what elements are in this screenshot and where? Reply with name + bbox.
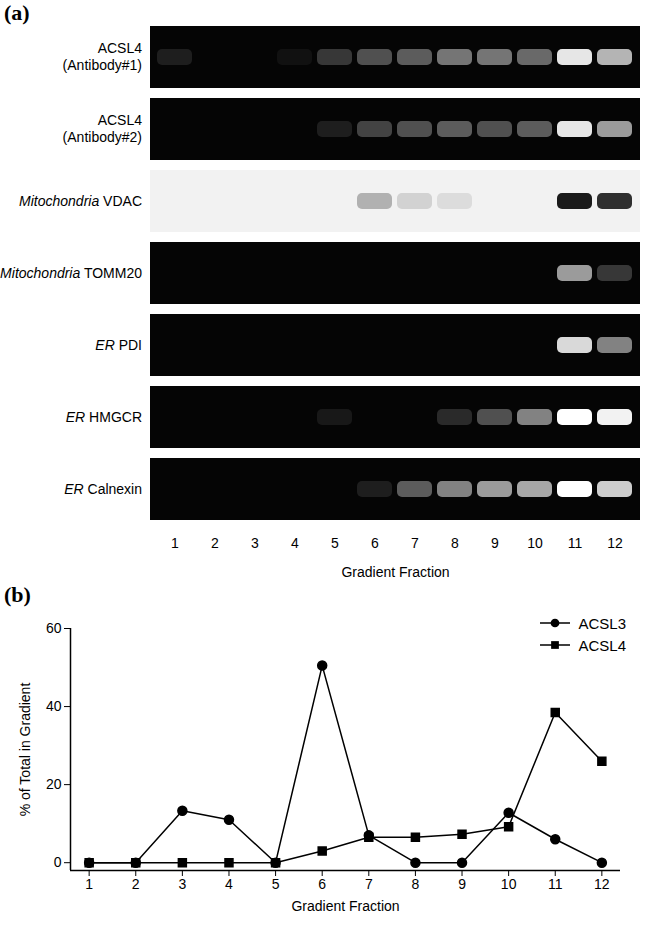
svg-text:12: 12 xyxy=(594,876,610,892)
svg-text:11: 11 xyxy=(548,876,563,892)
svg-text:10: 10 xyxy=(501,876,517,892)
svg-text:2: 2 xyxy=(132,876,140,892)
svg-text:8: 8 xyxy=(451,535,459,551)
svg-text:9: 9 xyxy=(491,535,499,551)
svg-text:0: 0 xyxy=(54,854,62,870)
svg-text:3: 3 xyxy=(251,535,259,551)
svg-text:40: 40 xyxy=(46,698,62,714)
svg-text:1: 1 xyxy=(85,876,93,892)
svg-text:5: 5 xyxy=(331,535,339,551)
svg-text:1: 1 xyxy=(171,535,179,551)
svg-text:10: 10 xyxy=(527,535,543,551)
svg-text:Gradient Fraction: Gradient Fraction xyxy=(291,898,399,914)
svg-text:8: 8 xyxy=(412,876,420,892)
svg-text:4: 4 xyxy=(225,876,233,892)
html-text:(a): (a) xyxy=(4,0,30,25)
svg-text:Gradient Fraction: Gradient Fraction xyxy=(341,564,449,580)
svg-text:% of Total in Gradient: % of Total in Gradient xyxy=(17,683,33,817)
svg-text:9: 9 xyxy=(458,876,466,892)
svg-text:11: 11 xyxy=(568,535,583,551)
html-text:ER HMGCR: ER HMGCR xyxy=(65,408,142,425)
html-text:Mitochondria TOMM20: Mitochondria TOMM20 xyxy=(0,264,142,281)
svg-text:6: 6 xyxy=(371,535,379,551)
html-text:ER PDI: ER PDI xyxy=(95,336,142,353)
svg-text:6: 6 xyxy=(318,876,326,892)
svg-text:60: 60 xyxy=(46,620,62,636)
svg-text:12: 12 xyxy=(607,535,623,551)
svg-text:4: 4 xyxy=(291,535,299,551)
svg-text:20: 20 xyxy=(46,776,62,792)
html-text:(Antibody#2): (Antibody#2) xyxy=(62,129,142,145)
html-text:(Antibody#1): (Antibody#1) xyxy=(62,57,142,73)
html-text:ACSL4: ACSL4 xyxy=(578,636,626,654)
html-text:(b): (b) xyxy=(4,582,31,607)
svg-text:5: 5 xyxy=(272,876,280,892)
html-text:ER Calnexin: ER Calnexin xyxy=(64,480,142,497)
html-text:ACSL4: ACSL4 xyxy=(97,112,142,128)
svg-text:7: 7 xyxy=(365,876,373,892)
svg-text:3: 3 xyxy=(178,876,186,892)
html-text:ACSL3: ACSL3 xyxy=(578,614,626,632)
svg-text:2: 2 xyxy=(211,535,219,551)
html-text:ACSL4: ACSL4 xyxy=(97,40,142,56)
svg-text:7: 7 xyxy=(411,535,419,551)
html-text:Mitochondria VDAC: Mitochondria VDAC xyxy=(19,192,142,209)
